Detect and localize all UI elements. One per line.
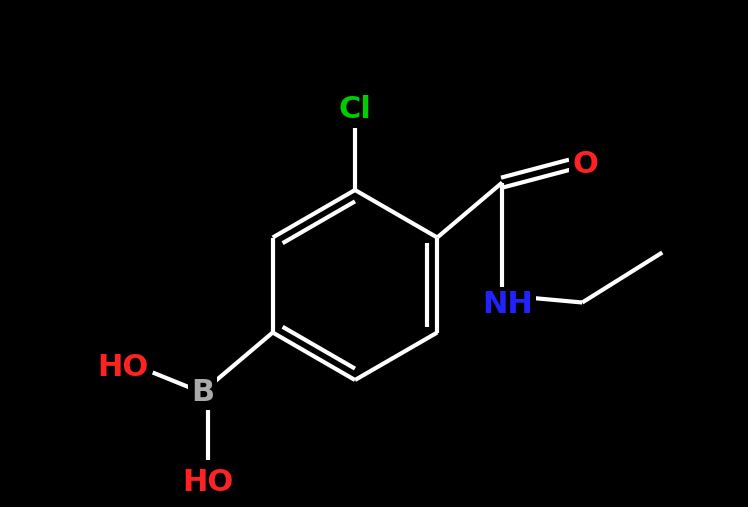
Text: HO: HO xyxy=(182,468,233,497)
Text: HO: HO xyxy=(97,353,148,382)
Text: NH: NH xyxy=(482,290,533,319)
Text: O: O xyxy=(572,150,598,179)
Text: Cl: Cl xyxy=(339,95,372,125)
Text: B: B xyxy=(191,378,214,407)
